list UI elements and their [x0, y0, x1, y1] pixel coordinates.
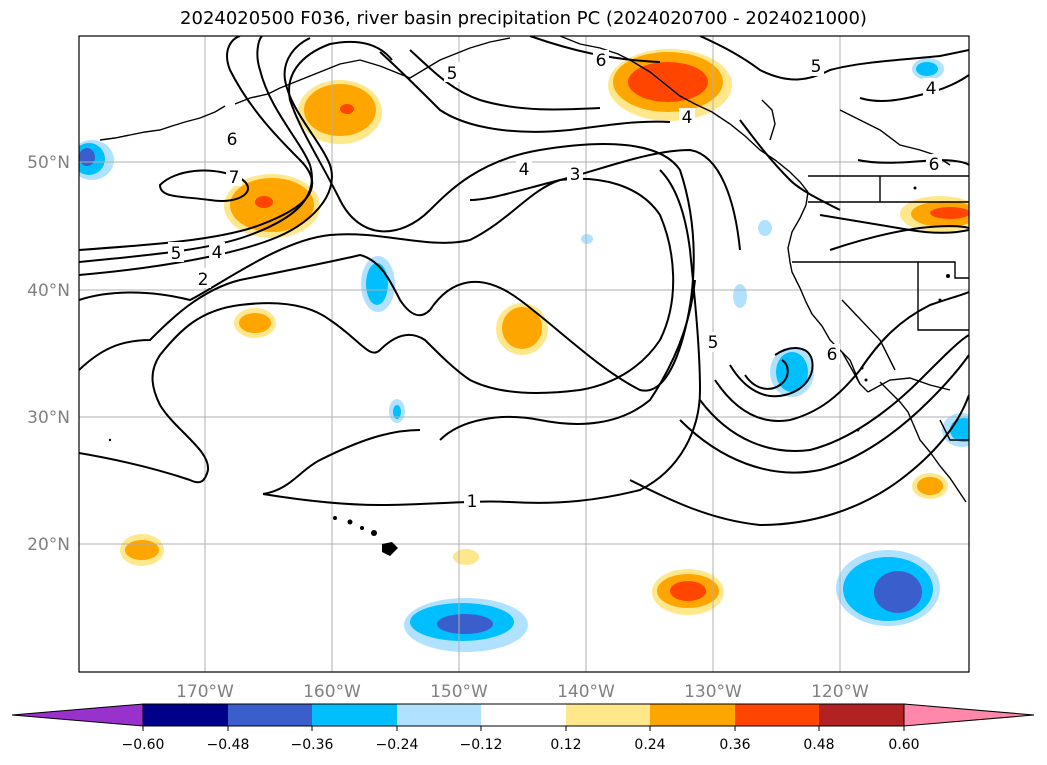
- contour-label: 5: [811, 57, 822, 77]
- contour-label: 3: [570, 165, 581, 185]
- lon-tick-label: 140°W: [557, 682, 615, 702]
- contour-label: 5: [447, 64, 458, 84]
- colorbar-segment: [312, 704, 397, 726]
- lon-tick-label: 150°W: [430, 682, 488, 702]
- positive-anomaly-central: [496, 303, 548, 355]
- lat-tick-label: 40°N: [27, 281, 70, 301]
- positive-anomaly-south-central: [652, 569, 724, 615]
- contour-label: 4: [926, 79, 937, 99]
- colorbar-tick-label: 0.12: [550, 737, 581, 753]
- contour-label: 4: [519, 160, 530, 180]
- colorbar-segment: [143, 704, 228, 726]
- colorbar-segment: [566, 704, 650, 726]
- colorbar-tick-label: 0.36: [719, 737, 750, 753]
- colorbar-segment: [397, 704, 481, 726]
- colorbar-tick-label: 0.60: [888, 737, 919, 753]
- positive-anomaly-idaho: [900, 196, 969, 232]
- negative-anomaly-east-pacific: [836, 550, 940, 626]
- lat-tick-label: 50°N: [27, 153, 70, 173]
- positive-anomaly-hawaii: [453, 549, 479, 565]
- colorbar-segment: [228, 704, 312, 726]
- contour-label: 5: [708, 333, 719, 353]
- colorbar-segment: [481, 704, 566, 726]
- lat-tick-label: 20°N: [27, 535, 70, 555]
- map-frame: [78, 35, 970, 673]
- colorbar-extend-high: [903, 703, 1035, 727]
- contour-label: 6: [827, 345, 838, 365]
- lon-tick-label: 170°W: [176, 682, 234, 702]
- positive-anomaly-mexico: [912, 473, 948, 499]
- colorbar-segment: [650, 704, 735, 726]
- positive-anomaly-south-west: [120, 534, 164, 566]
- colorbar-tick-label: −0.36: [291, 737, 334, 753]
- negative-anomaly-hudson: [912, 58, 944, 80]
- contour-label: 1: [467, 492, 478, 512]
- longitude-ticks: 170°W 160°W 150°W 140°W 130°W 120°W: [176, 682, 869, 702]
- negative-anomaly-hawaii-south: [404, 598, 528, 652]
- colorbar-tick-label: −0.48: [207, 737, 250, 753]
- lon-tick-label: 130°W: [684, 682, 742, 702]
- contour-label: 4: [212, 243, 223, 263]
- coastlines: [99, 36, 969, 503]
- lat-tick-label: 30°N: [27, 408, 70, 428]
- lon-tick-label: 120°W: [811, 682, 869, 702]
- colorbar-tick-label: −0.24: [376, 737, 419, 753]
- contour-label: 2: [198, 270, 209, 290]
- negative-anomaly-mexico: [942, 413, 969, 447]
- colorbar-segment: [819, 704, 904, 726]
- negative-anomaly-small: [389, 399, 405, 423]
- colorbar-extend-low: [11, 703, 144, 727]
- colorbar-tick-label: 0.48: [803, 737, 834, 753]
- negative-anomaly-north-pacific: [361, 256, 395, 312]
- latitude-ticks: 50°N 40°N 30°N 20°N: [27, 153, 70, 555]
- contour-label: 7: [229, 168, 240, 188]
- contour-label: 6: [227, 130, 238, 150]
- negative-anomaly-west-edge: [79, 140, 114, 180]
- map-title: 2024020500 F036, river basin precipitati…: [180, 8, 867, 29]
- contour-label: 6: [929, 155, 940, 175]
- positive-anomaly-small-west: [234, 308, 276, 338]
- colorbar-segment: [735, 704, 819, 726]
- contour-label: 4: [682, 108, 693, 128]
- colorbar-tick-label: −0.60: [122, 737, 165, 753]
- colorbar: −0.60 −0.48 −0.36 −0.24 −0.12 0.12 0.24 …: [11, 703, 1035, 753]
- lon-tick-label: 160°W: [303, 682, 361, 702]
- colorbar-tick-label: 0.24: [634, 737, 665, 753]
- colorbar-tick-label: −0.12: [460, 737, 503, 753]
- contour-label: 6: [596, 51, 607, 71]
- contour-labels: 6 7 5 4 2 5 4 3 6 4 5 4 6 1: [168, 50, 942, 512]
- colorbar-outline: [142, 703, 905, 727]
- contour-label: 5: [171, 244, 182, 264]
- shaded-anomalies: [79, 49, 969, 652]
- positive-anomaly-gulf-alaska: [298, 80, 382, 144]
